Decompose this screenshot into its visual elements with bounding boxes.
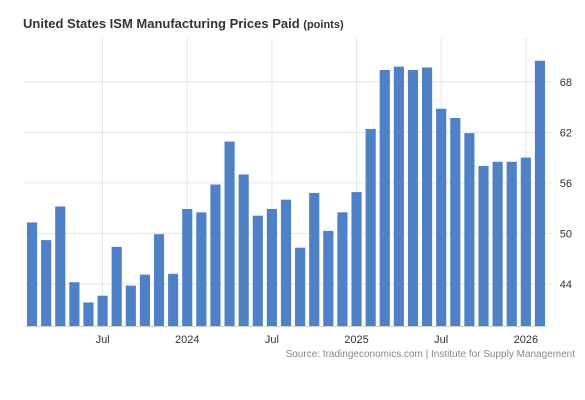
source-note: Source: tradingeconomics.com | Institute… [285, 349, 575, 360]
bar-2024-06 [252, 215, 263, 326]
x-tick-label: Jul [434, 334, 448, 346]
bar-2025-04 [393, 66, 404, 326]
bar-2023-11 [153, 234, 165, 326]
bar-2025-10 [478, 166, 489, 326]
bar-2025-02 [365, 128, 376, 326]
y-tick-label: 62 [560, 127, 572, 139]
bar-2025-05 [407, 70, 419, 326]
bar-2023-04 [55, 206, 66, 326]
bar-2024-12 [337, 212, 348, 326]
bar-2023-02 [26, 222, 38, 326]
bar-2026-01 [520, 157, 531, 326]
bar-2024-03 [210, 184, 221, 326]
bar-2023-05 [69, 282, 80, 326]
bar-2025-07 [436, 108, 447, 326]
bar-2023-08 [111, 246, 122, 326]
y-tick-label: 50 [560, 228, 572, 240]
bar-2025-08 [450, 118, 461, 326]
bar-2024-05 [238, 174, 249, 326]
bar-2024-07 [266, 208, 277, 326]
bar-2024-01 [182, 208, 193, 326]
bar-2025-09 [464, 133, 475, 326]
axes: 44 50 56 62 68 Jul 2024 Jul 2025 Jul 2026 [25, 77, 572, 346]
bar-2024-02 [196, 212, 207, 326]
bar-2025-12 [506, 161, 517, 326]
y-tick-label: 68 [560, 77, 572, 89]
bar-2026-02 [534, 60, 546, 326]
y-tick-label: 56 [560, 178, 572, 190]
bars [26, 60, 546, 326]
chart-units: (points) [303, 19, 344, 31]
bar-2024-11 [323, 230, 334, 326]
bar-2023-09 [125, 285, 136, 326]
bar-2025-03 [379, 70, 390, 326]
bar-2025-11 [492, 161, 503, 326]
bar-2025-06 [422, 67, 433, 326]
bar-2024-08 [280, 199, 292, 326]
x-tick-label: Jul [96, 334, 110, 346]
bar-2023-06 [83, 302, 94, 326]
x-tick-label: 2026 [514, 334, 538, 346]
bar-2024-09 [295, 247, 306, 326]
bar-2023-12 [168, 273, 179, 326]
x-tick-label: 2025 [344, 334, 368, 346]
chart-title: United States ISM Manufacturing Prices P… [23, 16, 344, 31]
bar-2023-03 [41, 240, 52, 326]
bar-2024-04 [224, 141, 235, 326]
bar-2025-01 [351, 192, 362, 326]
bar-2024-10 [309, 192, 320, 326]
x-tick-label: Jul [265, 334, 279, 346]
x-tick-label: 2024 [175, 334, 199, 346]
chart-title-text: United States ISM Manufacturing Prices P… [23, 16, 300, 31]
bar-2023-10 [139, 274, 150, 326]
bar-2023-07 [97, 295, 108, 326]
y-tick-label: 44 [560, 279, 572, 291]
